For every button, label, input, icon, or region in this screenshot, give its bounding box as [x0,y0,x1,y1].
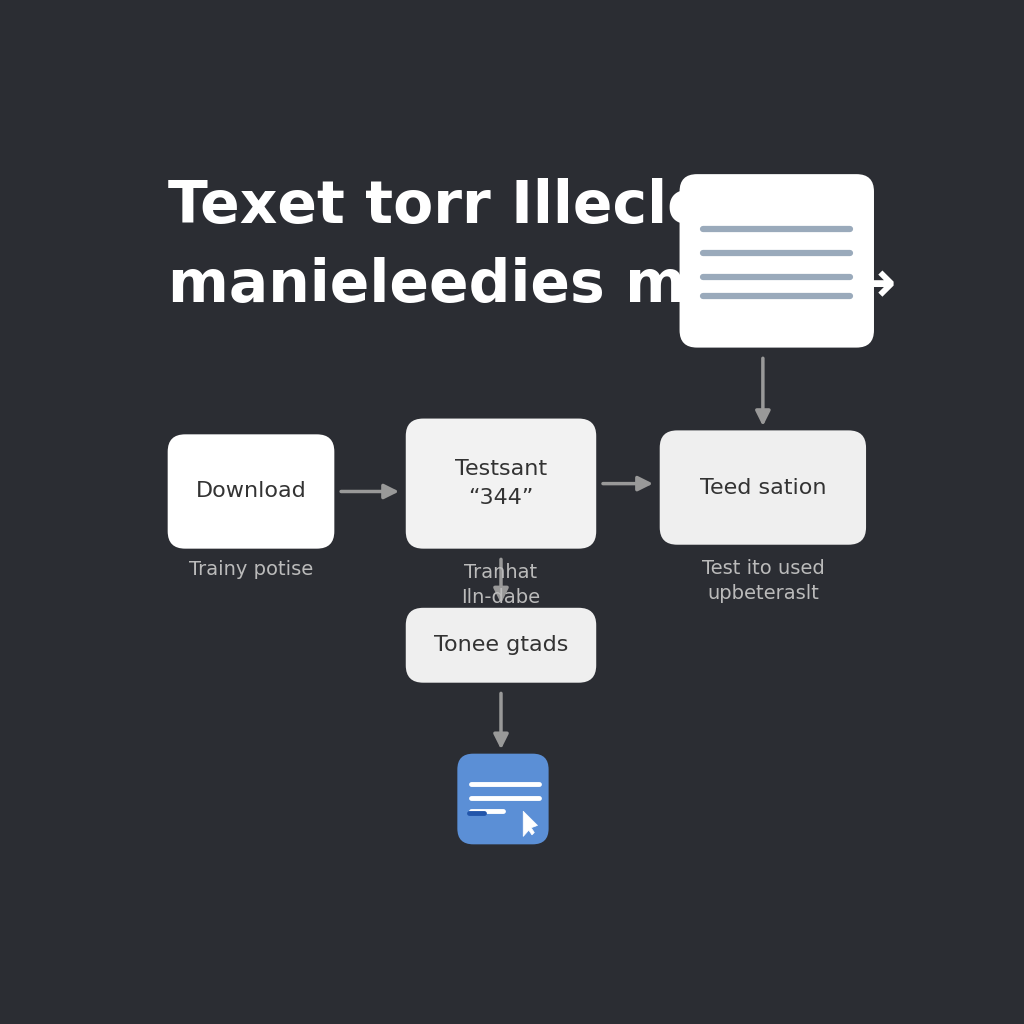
Text: Texet torr Illecleution: Texet torr Illecleution [168,178,878,236]
FancyBboxPatch shape [406,608,596,683]
Text: Tonee gtads: Tonee gtads [434,635,568,655]
Text: Trainy potise: Trainy potise [188,560,313,580]
FancyBboxPatch shape [458,754,549,845]
Text: Download: Download [196,481,306,502]
FancyBboxPatch shape [168,434,334,549]
Text: Testsant
“344”: Testsant “344” [455,459,547,508]
Text: Tranhat
Iln-dabe: Tranhat Iln-dabe [462,563,541,607]
Text: Test ito used
upbeteraslt: Test ito used upbeteraslt [701,559,824,603]
Polygon shape [523,811,538,837]
FancyBboxPatch shape [406,419,596,549]
Text: Teed sation: Teed sation [699,477,826,498]
Text: manieleedies minile →: manieleedies minile → [168,257,896,314]
FancyBboxPatch shape [659,430,866,545]
FancyBboxPatch shape [680,174,873,347]
